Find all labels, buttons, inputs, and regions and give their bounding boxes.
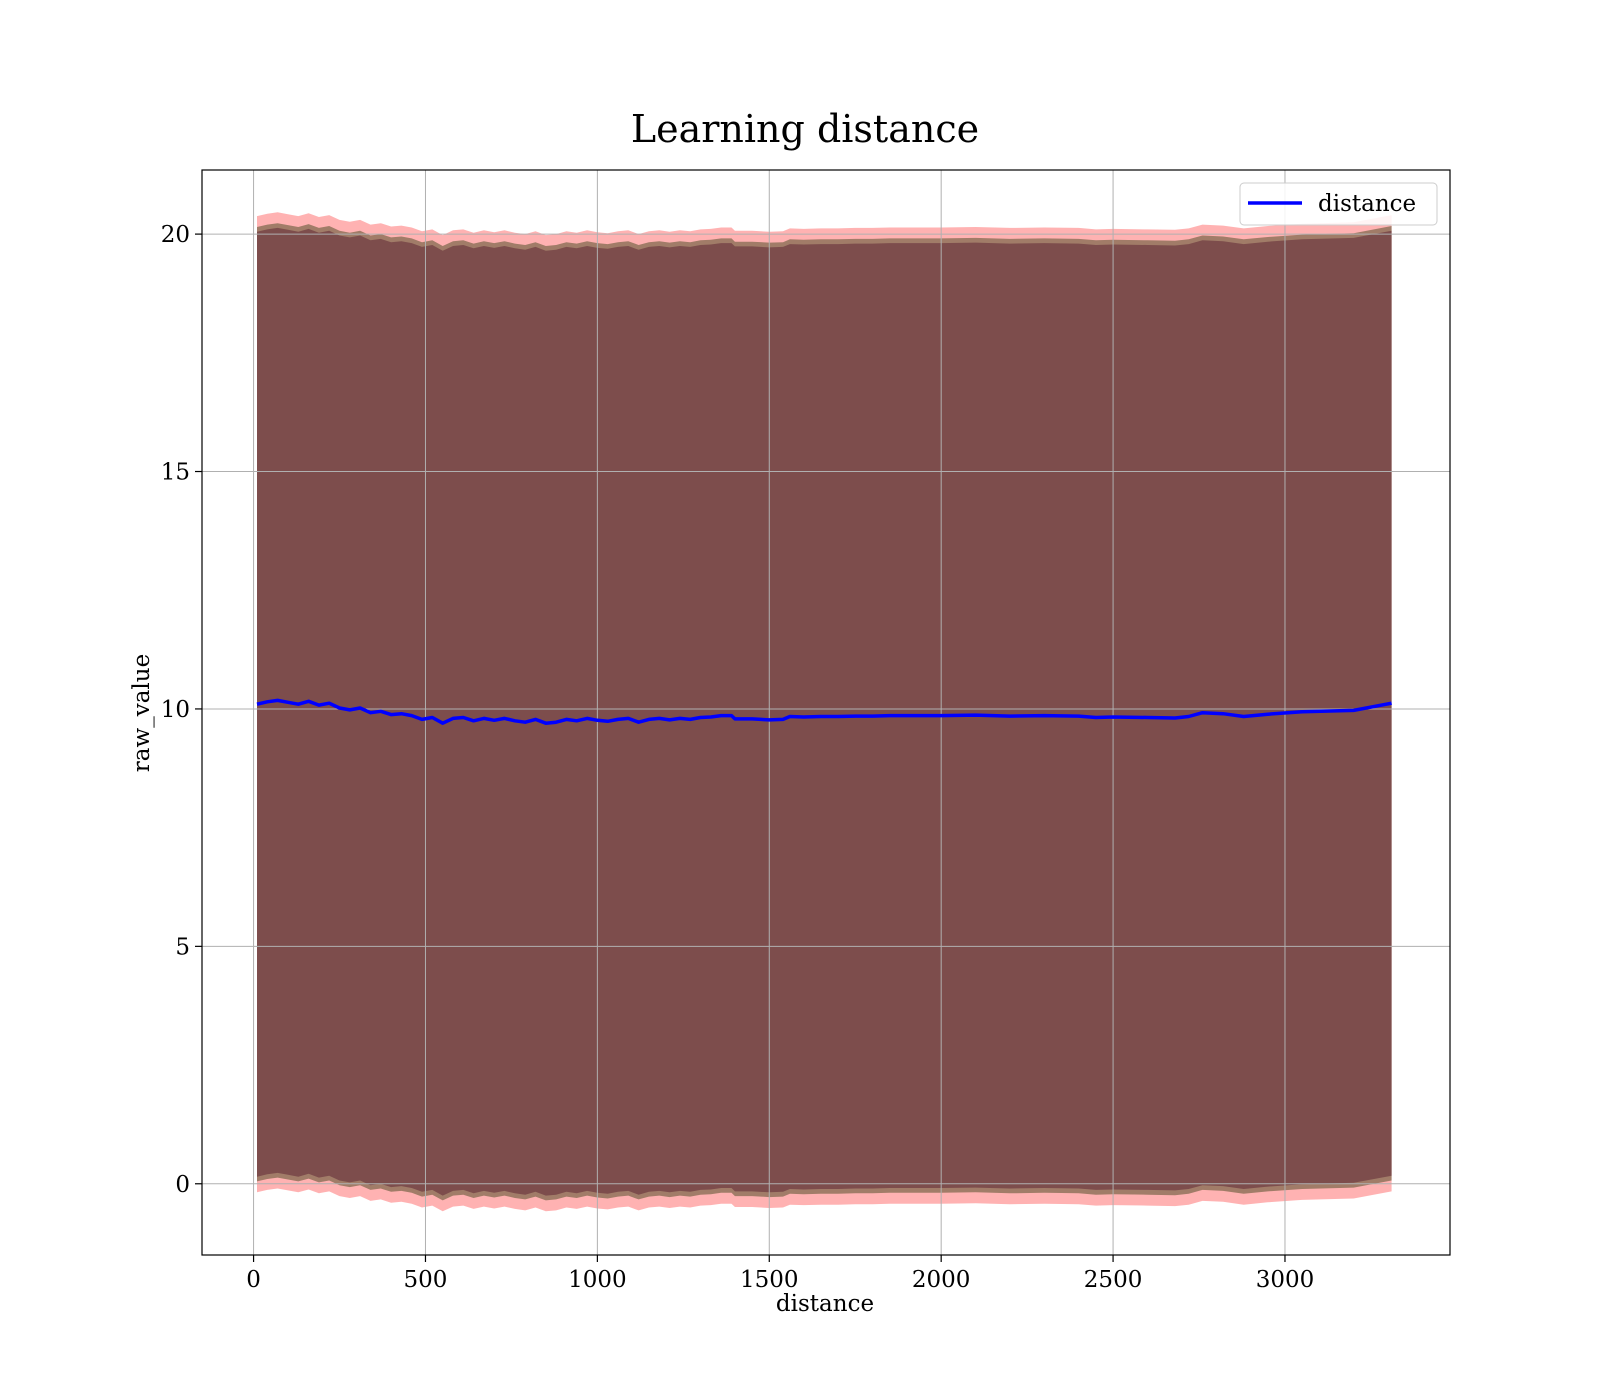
y-tick-label: 20 bbox=[161, 222, 190, 248]
y-tick-label: 10 bbox=[161, 697, 190, 723]
x-tick-label: 1500 bbox=[740, 1267, 799, 1293]
legend-label: distance bbox=[1318, 191, 1416, 217]
x-tick-label: 500 bbox=[404, 1267, 448, 1293]
legend-box bbox=[1239, 182, 1438, 226]
axis-ticks: 0 500 1000 1500 2000 2500 3000 0 5 10 15 20 bbox=[161, 222, 1315, 1293]
y-tick-label: 0 bbox=[175, 1172, 190, 1198]
x-axis-label: distance bbox=[776, 1291, 874, 1317]
plot-frame bbox=[201, 169, 1451, 1256]
chart-title: Learning distance bbox=[631, 107, 979, 151]
x-tick-label: 3000 bbox=[1256, 1267, 1315, 1293]
x-tick-label: 2500 bbox=[1084, 1267, 1143, 1293]
legend: distance bbox=[1239, 182, 1438, 226]
x-tick-label: 2000 bbox=[912, 1267, 971, 1293]
y-axis-label: raw_value bbox=[129, 654, 155, 772]
x-tick-label: 0 bbox=[246, 1267, 261, 1293]
y-tick-label: 15 bbox=[161, 460, 190, 486]
y-tick-label: 5 bbox=[175, 934, 190, 960]
band-core bbox=[257, 227, 1392, 1196]
x-tick-label: 1000 bbox=[568, 1267, 627, 1293]
plot-area bbox=[202, 170, 1450, 1255]
series-line-distance bbox=[256, 698, 1392, 725]
